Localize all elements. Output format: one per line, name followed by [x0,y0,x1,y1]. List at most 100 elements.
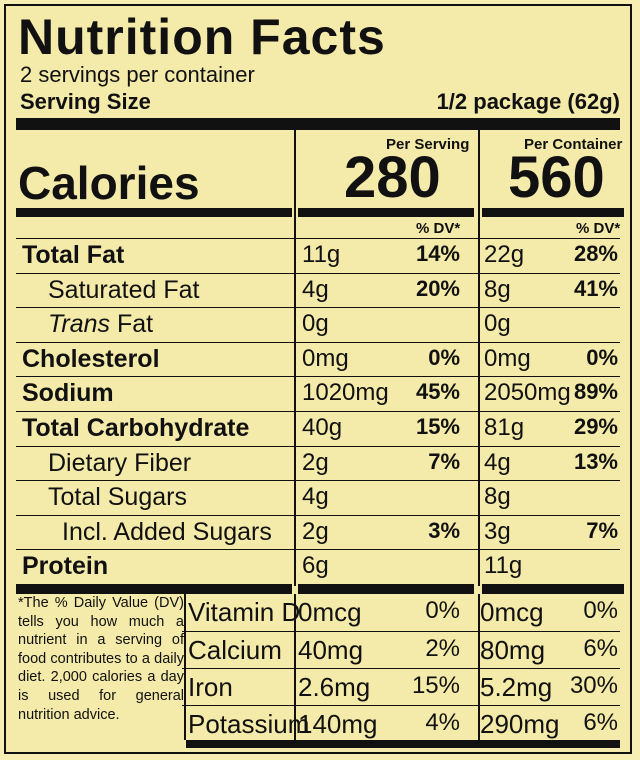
serving-dv: 20% [415,275,460,301]
vitamin-name: Iron [188,672,233,702]
per-container-header: Per Container [524,136,623,153]
serving-amount: 2g [302,517,329,545]
serving-dv: 0% [425,597,460,624]
column-divider-container [478,130,480,586]
vitamin-row: Iron 2.6mg 15% 5.2mg 30% [182,668,620,707]
serving-dv: 15% [411,672,460,699]
container-dv: 6% [583,709,618,736]
nutrient-name: Dietary Fiber [48,448,192,477]
nutrient-name: Sodium [22,379,114,408]
container-dv: 13% [573,448,618,474]
nutrient-row: Saturated Fat 4g 20% 8g 41% [16,272,620,308]
thick-divider-bottom-container [482,584,624,594]
serving-amount: 140mg [298,709,378,739]
container-amount: 80mg [480,635,546,665]
container-dv: 30% [569,672,618,699]
vitamin-name: Vitamin D [188,597,301,627]
container-amount: 22g [484,241,525,268]
thick-divider-end [186,740,620,748]
nutrient-name: Total Sugars [48,483,187,512]
label-title: Nutrition Facts [18,9,386,65]
serving-amount: 6g [302,552,329,580]
nutrient-name-rest: Fat [110,310,154,339]
serving-dv: 2% [425,635,460,662]
nutrient-row: Total Fat 11g 14% 22g 28% [16,238,620,273]
vitamin-row: Potassium 140mg 4% 290mg 6% [182,705,620,744]
dv-header-container: % DV* [576,220,621,237]
container-dv: 89% [573,379,618,405]
serving-dv: 3% [428,517,460,543]
serving-amount: 40mg [298,635,364,665]
dv-header-serving: % DV* [416,220,461,237]
container-amount: 0mg [484,344,531,372]
container-amount: 4g [484,448,511,476]
container-amount: 81g [484,414,525,441]
serving-amount: 0mcg [298,597,362,627]
nutrient-row: Total Carbohydrate 40g 15% 81g 29% [16,411,620,446]
serving-amount: 1020mg [302,379,389,407]
container-amount: 8g [484,275,511,303]
container-dv: 0% [583,597,618,624]
container-dv: 29% [573,414,618,439]
container-dv: 6% [583,635,618,662]
servings-per-container: 2 servings per container [20,62,255,87]
nutrient-name: Cholesterol [22,344,160,373]
thick-divider-bottom-serving [298,584,474,594]
serving-dv: 7% [428,448,460,474]
container-dv: 28% [573,241,618,266]
vitamin-column-divider [478,594,480,740]
nutrient-name: Saturated Fat [48,275,200,304]
nutrient-row: Incl. Added Sugars 2g 3% 3g 7% [16,514,620,550]
container-amount: 0mcg [480,597,544,627]
calories-divider-left [16,208,292,217]
serving-amount: 2.6mg [298,672,371,702]
calories-divider-container [482,208,624,217]
serving-dv: 14% [415,241,460,266]
serving-size-label: Serving Size [20,89,151,114]
serving-amount: 0mg [302,344,349,372]
container-amount: 5.2mg [480,672,553,702]
calories-container-value: 560 [508,145,605,210]
serving-amount: 0g [302,310,329,338]
serving-amount: 40g [302,414,343,441]
nutrient-name: Protein [22,552,109,581]
serving-dv: 15% [415,414,460,439]
container-amount: 3g [484,517,511,545]
vitamin-name: Calcium [188,635,282,665]
container-amount: 290mg [480,709,560,739]
container-dv: 7% [586,517,618,543]
vitamin-column-divider [294,594,296,740]
per-serving-header: Per Serving [386,136,470,153]
nutrient-row: Dietary Fiber 2g 7% 4g 13% [16,445,620,481]
container-amount: 8g [484,483,511,511]
vitamin-row: Calcium 40mg 2% 80mg 6% [182,631,620,670]
serving-amount: 4g [302,483,329,511]
nutrition-facts-label: Nutrition Facts 2 servings per container… [4,4,632,754]
container-dv: 41% [573,275,618,301]
serving-amount: 2g [302,448,329,476]
vitamin-column-divider [184,594,186,740]
calories-divider-serving [298,208,474,217]
nutrient-name-italic: Trans [48,310,111,339]
footnote: *The % Daily Value (DV) tells you how mu… [18,595,184,723]
serving-size-value: 1/2 package (62g) [436,89,620,114]
calories-label: Calories [18,157,200,209]
nutrient-row: Trans Fat 0g 0g [16,307,620,342]
container-amount: 0g [484,310,511,338]
thick-divider-bottom-left [16,584,292,594]
serving-dv: 0% [428,344,460,370]
column-divider-serving [294,130,296,586]
container-dv: 0% [586,344,618,370]
vitamin-row: Vitamin D 0mcg 0% 0mcg 0% [182,594,620,632]
nutrient-row: Total Sugars 4g 8g [16,480,620,515]
serving-dv: 4% [425,709,460,736]
calories-serving-value: 280 [344,145,441,210]
nutrient-name: Trans Fat [48,310,153,339]
serving-dv: 45% [415,379,460,405]
nutrient-name: Incl. Added Sugars [62,517,272,546]
thick-divider-top [16,118,620,130]
container-amount: 11g [484,552,523,580]
container-amount: 2050mg [484,379,571,407]
serving-amount: 4g [302,275,329,303]
vitamin-name: Potassium [188,709,310,739]
